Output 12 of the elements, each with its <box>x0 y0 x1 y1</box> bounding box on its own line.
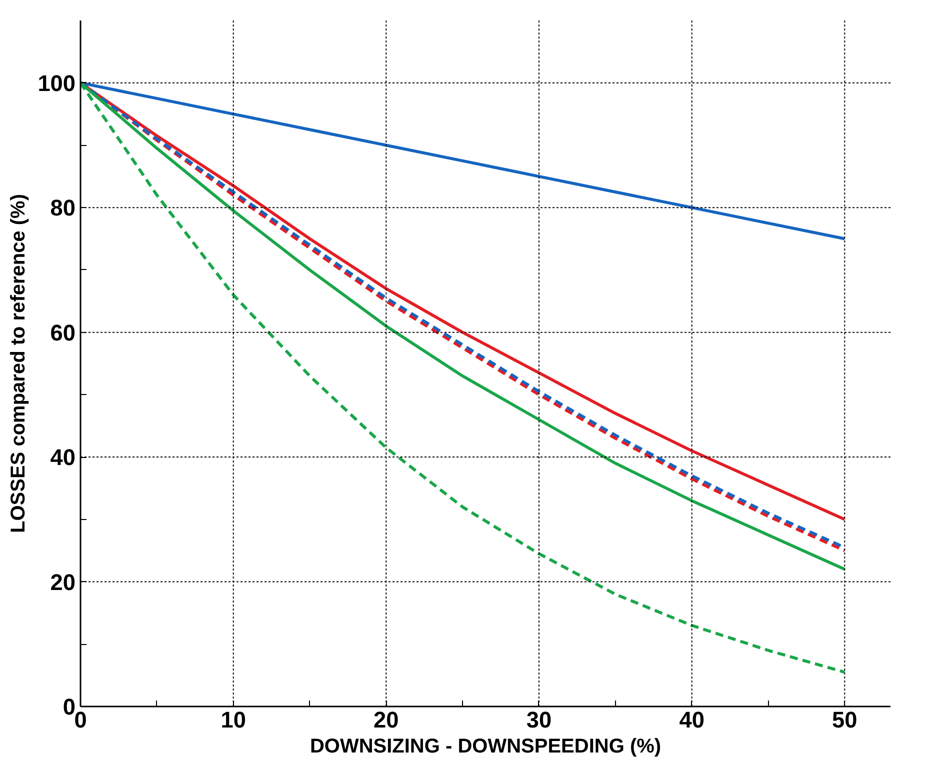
x-tick-label: 30 <box>526 706 552 732</box>
y-tick-label: 60 <box>50 319 76 346</box>
x-tick-label: 40 <box>679 706 704 732</box>
x-tick-label: 20 <box>374 706 399 732</box>
x-tick-label: 50 <box>832 706 858 732</box>
x-tick-label: 10 <box>220 706 246 732</box>
y-tick-label: 80 <box>50 194 76 221</box>
x-axis-title: DOWNSIZING - DOWNSPEEDING (%) <box>310 736 662 758</box>
y-axis-title: LOSSES compared to reference (%) <box>8 194 30 533</box>
y-tick-label: 40 <box>50 444 76 470</box>
y-tick-label: 100 <box>38 70 76 96</box>
y-tick-label: 20 <box>50 568 76 595</box>
